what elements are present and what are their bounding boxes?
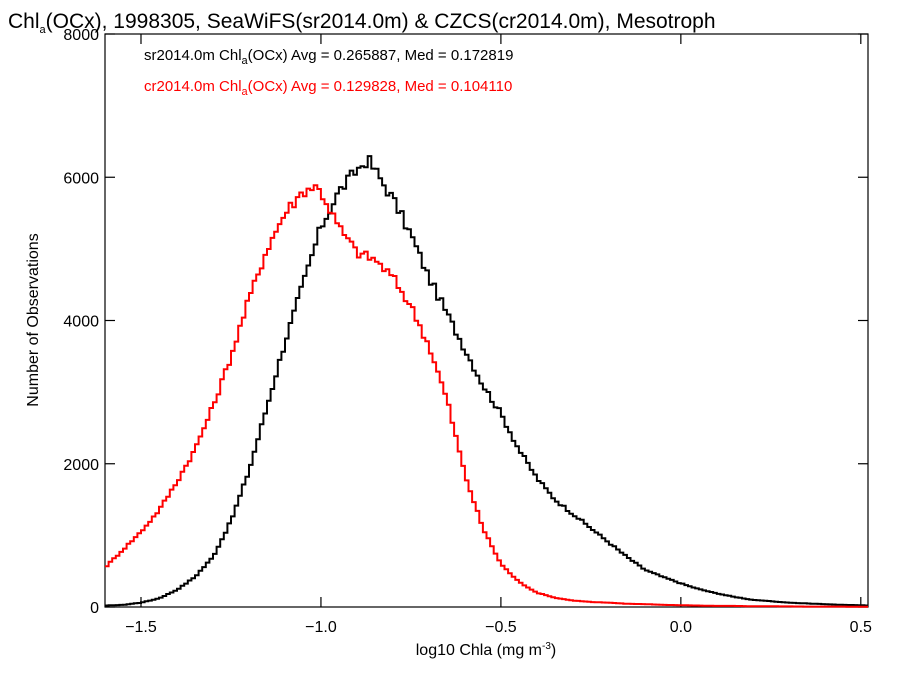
chart-title: Chla(OCx), 1998305, SeaWiFS(sr2014.0m) &… <box>8 10 716 36</box>
y-tick-label: 0 <box>90 600 99 617</box>
y-axis-label: Number of Observations <box>25 233 42 406</box>
legend-sr-pre: sr2014.0m Chl <box>144 47 242 64</box>
legend-cr-sub: a <box>242 86 249 98</box>
x-axis-label-pre: log10 Chla (mg m <box>416 642 542 659</box>
legend-entry-sr2014: sr2014.0m Chla(OCx) Avg = 0.265887, Med … <box>144 47 513 67</box>
x-axis-label: log10 Chla (mg m-3) <box>416 641 557 659</box>
chart-title-pre: Chl <box>8 10 40 33</box>
series-group <box>105 155 868 608</box>
chart-title-post: (OCx), 1998305, SeaWiFS(sr2014.0m) & CZC… <box>46 10 716 33</box>
x-tick-label: −1.0 <box>305 619 337 636</box>
x-tick-label: −0.5 <box>485 619 517 636</box>
x-axis-label-sup: -3 <box>542 641 551 652</box>
axis-ticks: −1.5 −1.0 −0.5 0.0 0.5 0 2000 4000 6000 8000 <box>63 27 872 636</box>
x-tick-label: 0.5 <box>850 619 872 636</box>
x-tick-label: 0.0 <box>670 619 692 636</box>
legend-cr-post: (OCx) Avg = 0.129828, Med = 0.104110 <box>248 78 513 95</box>
y-tick-label: 2000 <box>63 457 99 474</box>
y-tick-label: 4000 <box>63 314 99 331</box>
plot-frame <box>104 33 869 608</box>
chart-title-sub: a <box>40 24 47 36</box>
legend-cr-pre: cr2014.0m Chl <box>144 78 242 95</box>
legend-entry-cr2014: cr2014.0m Chla(OCx) Avg = 0.129828, Med … <box>144 78 512 98</box>
y-tick-label: 8000 <box>63 27 99 44</box>
legend-sr-post: (OCx) Avg = 0.265887, Med = 0.172819 <box>248 47 514 64</box>
series-line-sr2014.0m <box>105 155 868 607</box>
x-tick-label: −1.5 <box>125 619 157 636</box>
legend-sr-sub: a <box>242 55 249 67</box>
legend: sr2014.0m Chla(OCx) Avg = 0.265887, Med … <box>144 47 513 98</box>
y-tick-label: 6000 <box>63 170 99 187</box>
series-line-cr2014.0m <box>105 184 868 608</box>
x-axis-label-post: ) <box>551 642 556 659</box>
